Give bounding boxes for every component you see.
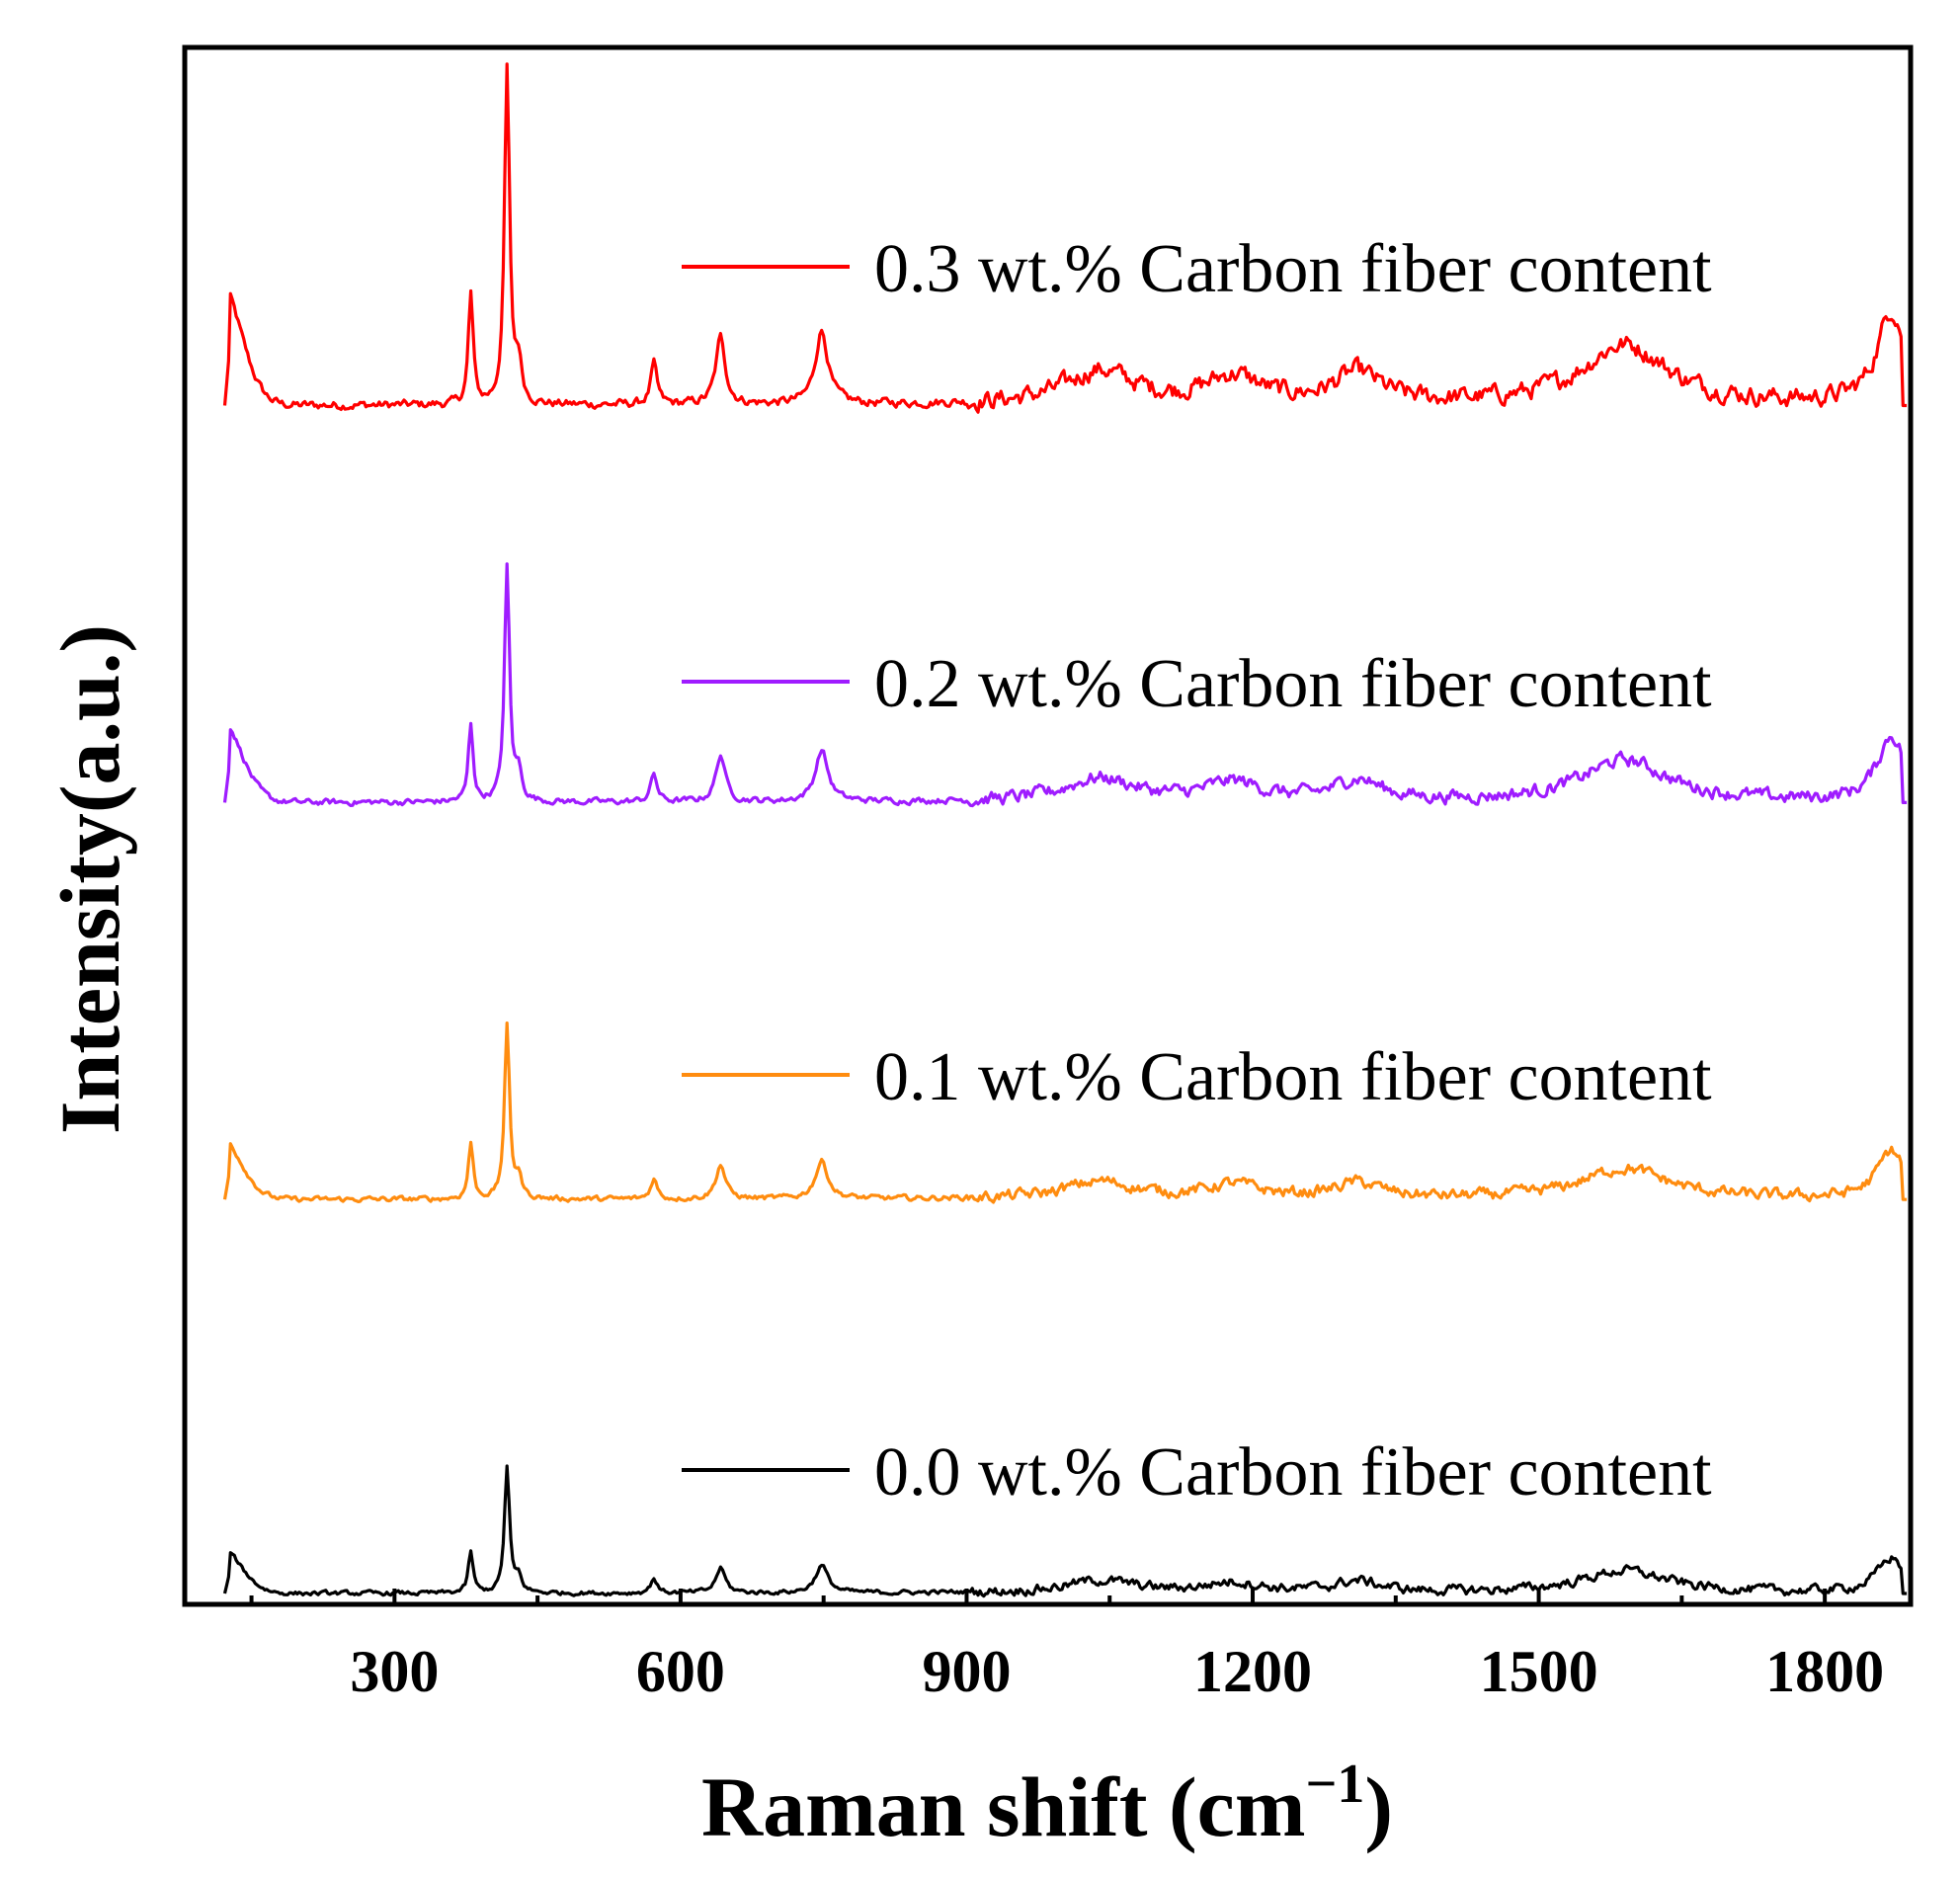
x-axis-ticks: 300 600 900 1200 1500 1800 [249,1589,1884,1704]
legend: 0.3 wt.% Carbon fiber content 0.2 wt.% Ca… [682,231,1712,1511]
series-layer [222,62,1908,1598]
x-tick-label-1200: 1200 [1193,1639,1312,1704]
x-tick-label-1500: 1500 [1480,1639,1598,1704]
series-line-3 [222,1464,1908,1598]
x-tick-label-600: 600 [636,1639,725,1704]
legend-label-0: 0.3 wt.% Carbon fiber content [874,231,1712,307]
series-line-1 [222,562,1908,808]
series-line-0 [222,62,1908,414]
series-line-2 [222,1021,1908,1204]
y-axis-title: Intensity(a.u.) [42,624,137,1134]
x-tick-label-900: 900 [922,1639,1011,1704]
plot-frame [182,44,1914,1607]
legend-label-3: 0.0 wt.% Carbon fiber content [874,1434,1712,1511]
x-axis-title: Raman shift (cm−1) [701,1754,1393,1854]
x-tick-label-300: 300 [350,1639,439,1704]
x-tick-label-1800: 1800 [1765,1639,1884,1704]
legend-label-1: 0.2 wt.% Carbon fiber content [874,646,1712,722]
legend-label-2: 0.1 wt.% Carbon fiber content [874,1039,1712,1115]
